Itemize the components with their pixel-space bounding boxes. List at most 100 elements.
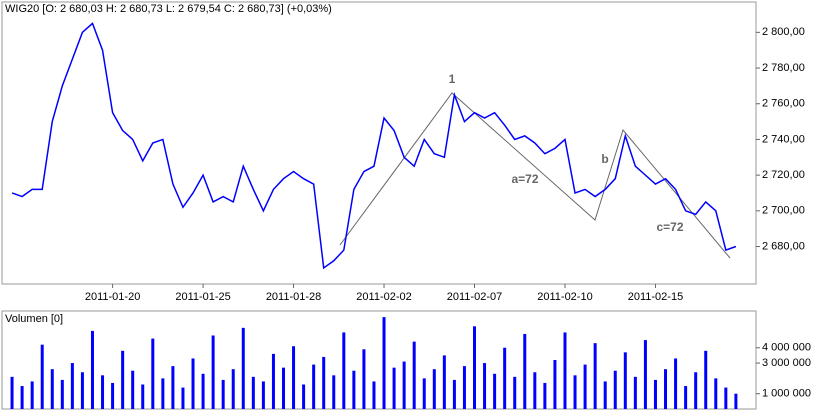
volume-bar (543, 382, 547, 409)
price-line (11, 22, 737, 270)
volume-bar (151, 338, 155, 409)
annotation: 1 (449, 72, 456, 86)
volume-bar (171, 366, 175, 409)
volume-bar (211, 335, 215, 409)
volume-bar (593, 343, 597, 409)
x-tick-label: 2011-01-28 (266, 291, 321, 303)
volume-bar (573, 375, 577, 409)
y-tick-label: 2 680,00 (762, 240, 805, 252)
volume-bar (90, 330, 94, 409)
volume-bar (70, 363, 74, 409)
volume-bar (513, 376, 517, 409)
y-tick-label: 2 800,00 (762, 26, 805, 38)
wave-lines (339, 92, 731, 259)
volume-bar (352, 370, 356, 409)
x-tick-label: 2011-02-07 (447, 291, 502, 303)
volume-bar (30, 381, 34, 409)
volume-bar (613, 370, 617, 409)
y-tick-label: 1 000 000 (762, 388, 811, 400)
volume-bar (442, 355, 446, 409)
volume-bar (131, 370, 135, 409)
y-tick-label: 2 720,00 (762, 169, 805, 181)
volume-bar (422, 378, 426, 409)
volume-bar (292, 346, 296, 409)
x-tick-label: 2011-02-02 (356, 291, 411, 303)
volume-bar (281, 367, 285, 409)
volume-bar (10, 376, 14, 409)
volume-bar (633, 376, 637, 409)
y-tick-label: 3 000 000 (762, 357, 811, 369)
volume-bar (412, 341, 416, 409)
volume-title: Volumen [0] (5, 313, 63, 325)
volume-bar (60, 379, 64, 409)
volume-bar (473, 326, 477, 409)
volume-bar (312, 364, 316, 409)
y-tick-label: 2 760,00 (762, 98, 805, 110)
volume-bar (20, 386, 24, 409)
volume-bar (111, 382, 115, 409)
volume-bar (603, 381, 607, 409)
volume-bar (432, 369, 436, 409)
volume-bar (493, 373, 497, 409)
annotation: c=72 (656, 220, 683, 234)
volume-bar (452, 379, 456, 409)
volume-bar (121, 350, 125, 409)
y-tick-label: 2 700,00 (762, 205, 805, 217)
volume-bar (141, 384, 145, 409)
chart-title: WIG20 [O: 2 680,03 H: 2 680,73 L: 2 679,… (5, 3, 332, 15)
volume-bar (302, 384, 306, 409)
volume-bar (40, 344, 44, 409)
volume-bar (674, 358, 678, 409)
annotation: a=72 (511, 172, 538, 186)
volume-bar (101, 375, 105, 409)
volume-bar (392, 367, 396, 409)
volume-bar (221, 379, 225, 409)
volume-bar (533, 372, 537, 409)
volume-bar (322, 356, 326, 409)
x-tick-label: 2011-02-15 (628, 291, 683, 303)
volume-bar (704, 350, 708, 409)
x-tick-label: 2011-01-25 (175, 291, 230, 303)
volume-bar (201, 373, 205, 409)
volume-bar (653, 379, 657, 409)
volume-bar (241, 327, 245, 409)
volume-bar (734, 393, 738, 409)
volume-bar (684, 386, 688, 409)
volume-bar (694, 372, 698, 409)
y-tick-label: 2 780,00 (762, 62, 805, 74)
volume-bar (191, 358, 195, 409)
volume-bar (181, 387, 185, 409)
x-tick-label: 2011-01-20 (85, 291, 140, 303)
x-tick-label: 2011-02-10 (537, 291, 592, 303)
volume-bar (563, 332, 567, 409)
volume-bar (462, 366, 466, 409)
volume-bar (80, 372, 84, 409)
volume-bar (382, 317, 386, 409)
volume-bar (251, 376, 255, 409)
volume-bar (724, 387, 728, 409)
volume-bar (271, 353, 275, 409)
volume-bar (362, 349, 366, 409)
volume-bar (643, 340, 647, 409)
volume-bar (523, 333, 527, 409)
volume-bar (583, 364, 587, 409)
volume-bar (623, 352, 627, 409)
volume-bar (372, 381, 376, 409)
volume-bar (553, 360, 557, 409)
volume-bar (664, 369, 668, 409)
y-tick-label: 4 000 000 (762, 342, 811, 354)
volume-panel (1, 310, 757, 410)
volume-bar (503, 347, 507, 409)
volume-bar (483, 363, 487, 409)
annotation: b (601, 152, 608, 166)
volume-bar (161, 378, 165, 409)
volume-bar (50, 369, 54, 409)
volume-bar (714, 378, 718, 409)
volume-bar (231, 369, 235, 409)
volume-bar (332, 375, 336, 409)
y-tick-label: 2 740,00 (762, 133, 805, 145)
volume-bar (402, 361, 406, 409)
volume-bar (261, 381, 265, 409)
volume-bar (342, 332, 346, 409)
